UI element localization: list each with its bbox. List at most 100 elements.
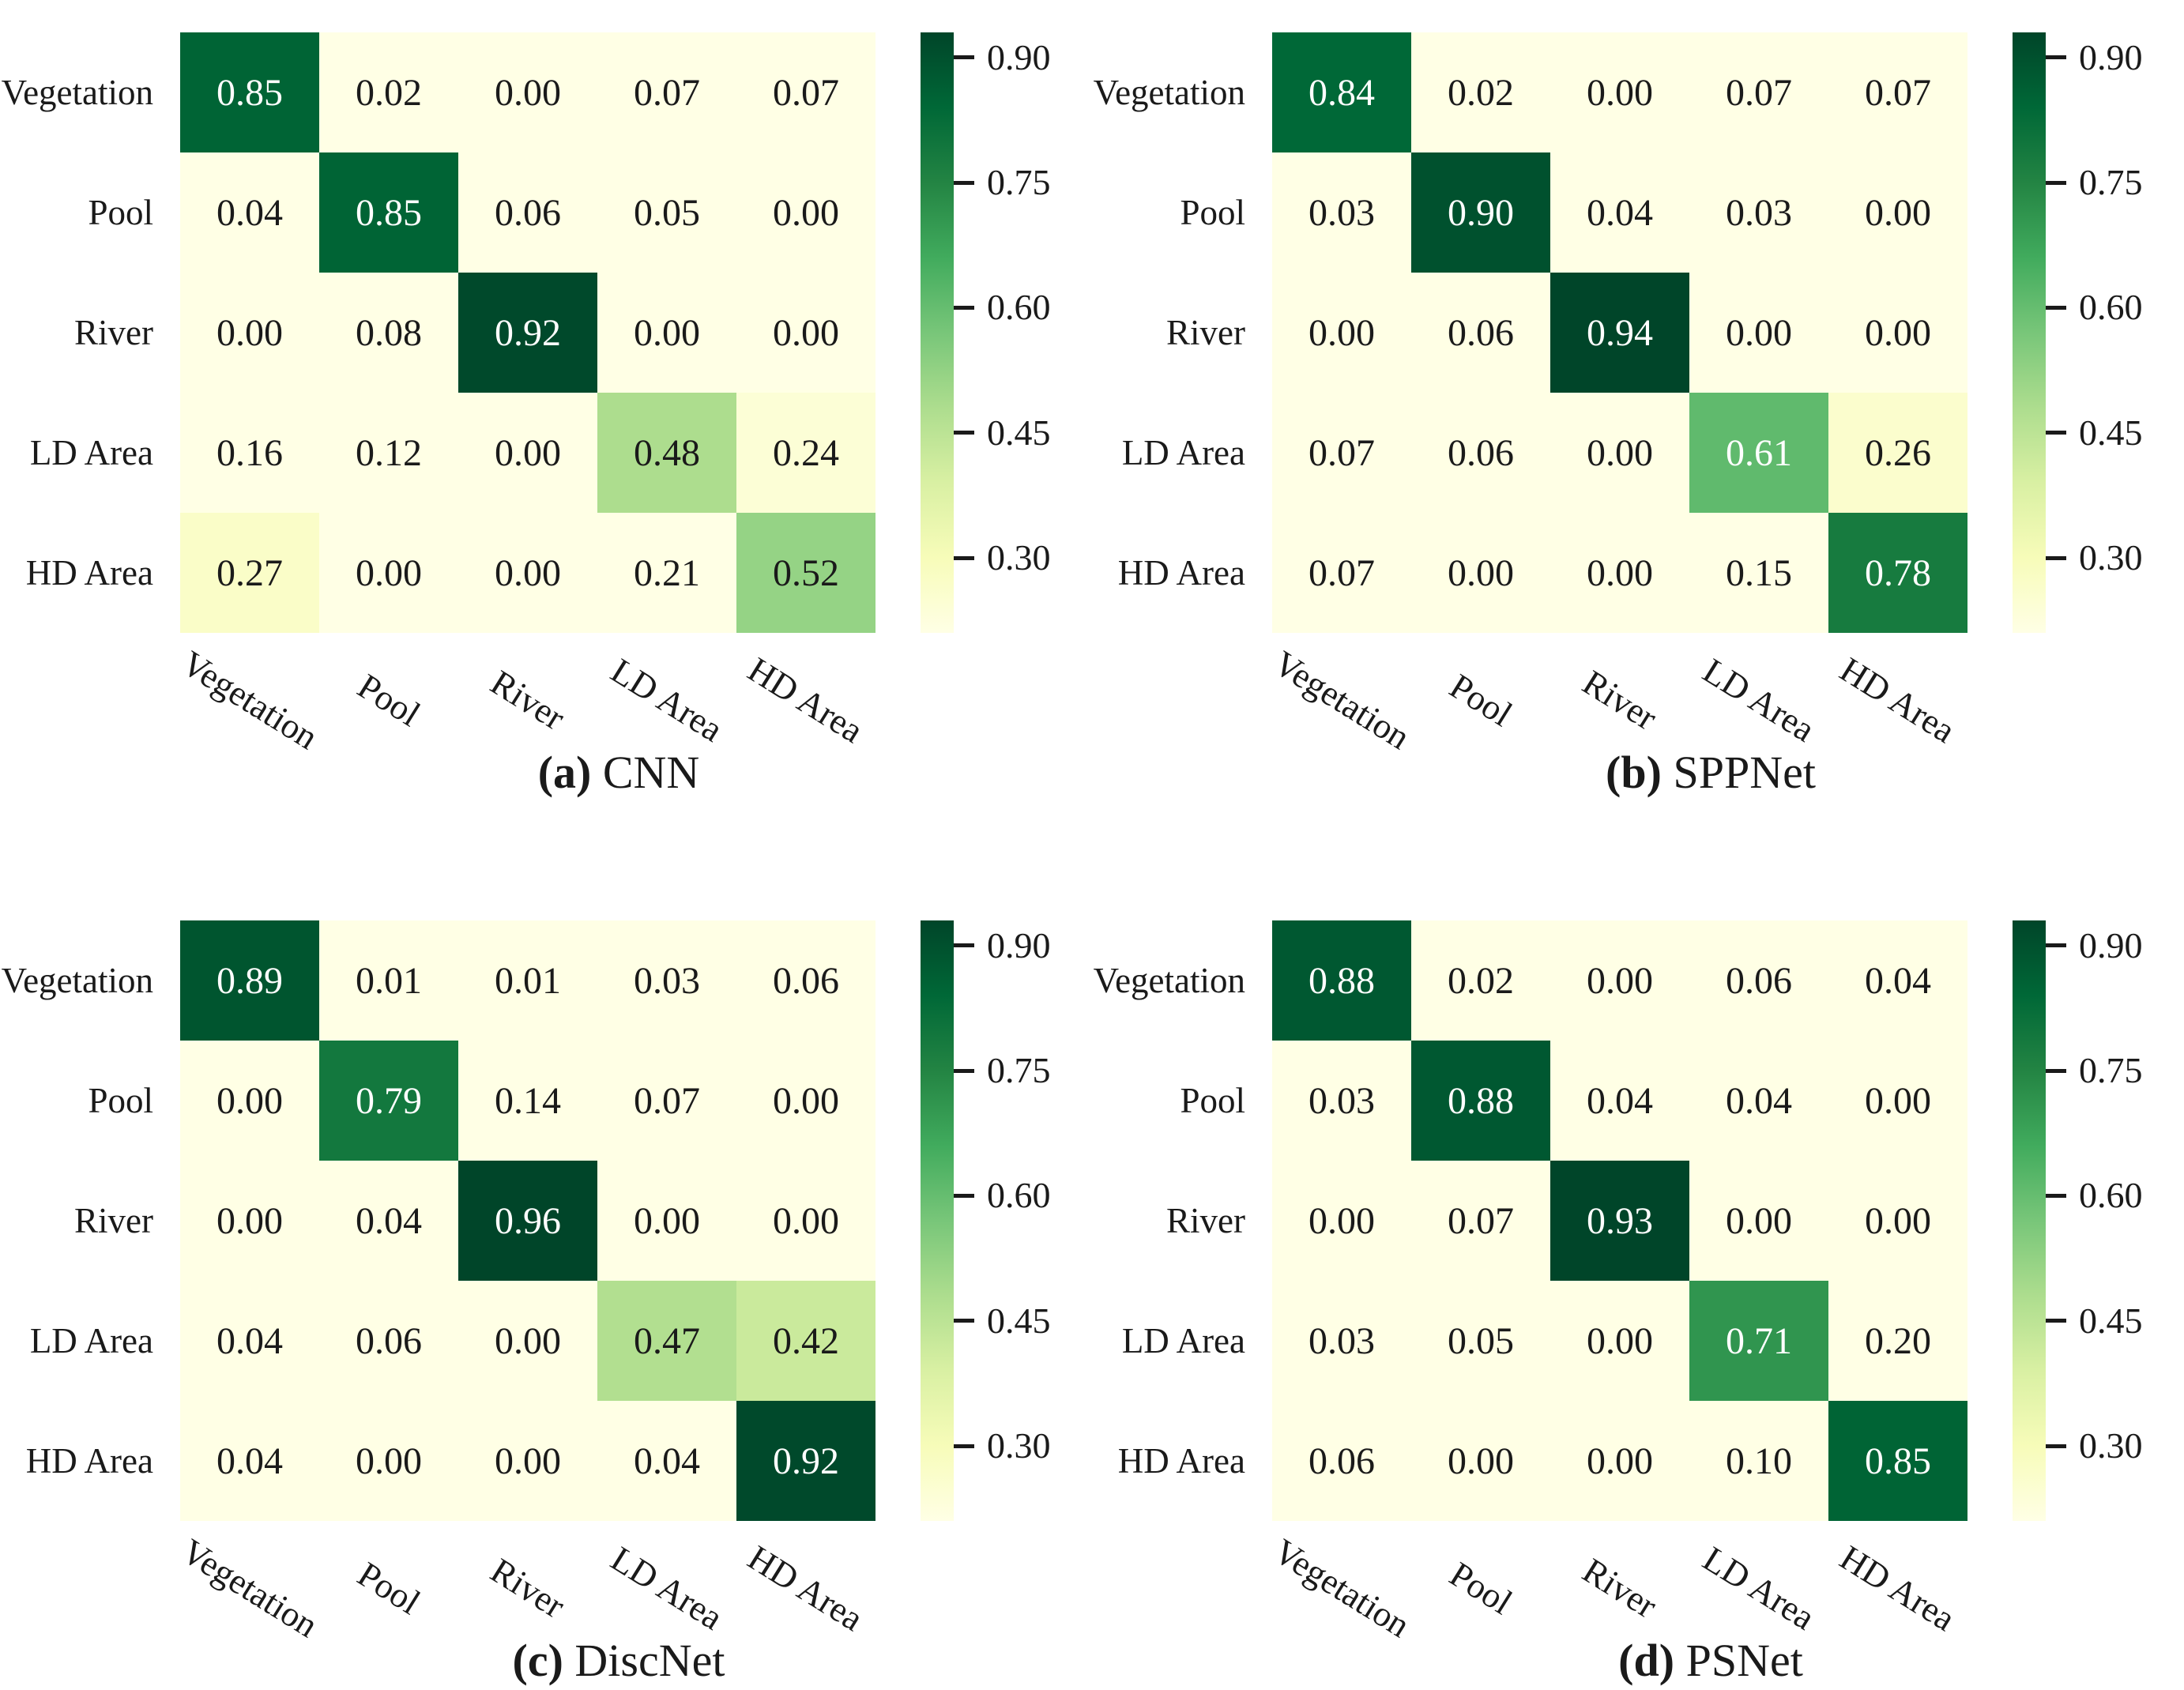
colorbar: 0.90 0.75 0.60 0.45 0.30 bbox=[2013, 32, 2184, 633]
col-label: HD Area bbox=[1833, 649, 1963, 751]
heatmap-cell: 0.00 bbox=[597, 1161, 736, 1281]
row-label: Vegetation bbox=[1093, 961, 1245, 1000]
col-label: Vegetation bbox=[175, 642, 325, 758]
caption-tag: (b) bbox=[1606, 747, 1662, 798]
col-label: LD Area bbox=[1696, 650, 1822, 750]
heatmap-cell: 0.47 bbox=[597, 1281, 736, 1401]
heatmap-cell: 0.00 bbox=[458, 393, 597, 513]
heatmap-cell: 0.03 bbox=[1272, 1041, 1411, 1161]
colorbar-tick-mark bbox=[2046, 943, 2066, 948]
heatmap-cell: 0.00 bbox=[736, 152, 875, 273]
heatmap-cell: 0.07 bbox=[1411, 1161, 1550, 1281]
colorbar-tick-mark bbox=[2046, 1319, 2066, 1323]
col-label: Pool bbox=[350, 665, 427, 735]
heatmap-cell: 0.24 bbox=[736, 393, 875, 513]
heatmap-cell: 0.00 bbox=[597, 273, 736, 393]
row-label: HD Area bbox=[25, 1441, 153, 1481]
colorbar-tick-label: 0.75 bbox=[2079, 1050, 2143, 1090]
colorbar-tick-label: 0.90 bbox=[987, 924, 1051, 965]
colorbar-tick-label: 0.75 bbox=[987, 162, 1051, 202]
heatmap-cell: 0.42 bbox=[736, 1281, 875, 1401]
heatmap-cell: 0.85 bbox=[180, 32, 319, 152]
heatmap-cell: 0.06 bbox=[458, 152, 597, 273]
heatmap-cell: 0.00 bbox=[1828, 1161, 1967, 1281]
colorbar-tick-mark bbox=[954, 555, 974, 560]
colorbar-gradient bbox=[921, 32, 954, 633]
heatmap-cell: 0.90 bbox=[1411, 152, 1550, 273]
colorbar-tick-label: 0.60 bbox=[987, 287, 1051, 328]
caption-name: SPPNet bbox=[1673, 747, 1816, 798]
colorbar-tick: 0.90 bbox=[954, 924, 1051, 965]
colorbar-tick-mark bbox=[954, 180, 974, 185]
caption-name: DiscNet bbox=[574, 1635, 725, 1686]
colorbar-tick-label: 0.75 bbox=[2079, 162, 2143, 202]
heatmap-cell: 0.00 bbox=[180, 1041, 319, 1161]
row-label: Pool bbox=[88, 1081, 153, 1120]
row-label: Vegetation bbox=[1, 961, 153, 1000]
colorbar-tick-label: 0.45 bbox=[2079, 1300, 2143, 1341]
heatmap-cell: 0.92 bbox=[458, 273, 597, 393]
colorbar-tick-mark bbox=[954, 431, 974, 435]
colorbar-tick-label: 0.60 bbox=[987, 1175, 1051, 1216]
colorbar-gradient bbox=[2013, 920, 2046, 1521]
heatmap-cell: 0.94 bbox=[1550, 273, 1689, 393]
caption-name: PSNet bbox=[1685, 1635, 1803, 1686]
colorbar-tick-mark bbox=[2046, 1193, 2066, 1198]
colorbar-tick-mark bbox=[2046, 55, 2066, 60]
colorbar-tick: 0.75 bbox=[954, 1052, 1051, 1089]
heatmap-cell: 0.00 bbox=[1828, 1041, 1967, 1161]
row-label: River bbox=[1166, 313, 1245, 352]
heatmap-grid: 0.85 0.02 0.00 0.07 0.07 0.04 0.85 0.06 0.05 0.00… bbox=[180, 32, 875, 633]
heatmap-cell: 0.93 bbox=[1550, 1161, 1689, 1281]
heatmap-cell: 0.00 bbox=[319, 1401, 458, 1521]
heatmap-cell: 0.89 bbox=[180, 920, 319, 1041]
heatmap-cell: 0.02 bbox=[1411, 32, 1550, 152]
heatmap-cell: 0.04 bbox=[180, 1281, 319, 1401]
colorbar-gradient bbox=[921, 920, 954, 1521]
colorbar-tick-mark bbox=[954, 55, 974, 60]
heatmap-grid: 0.88 0.02 0.00 0.06 0.04 0.03 0.88 0.04 0.04 0.00… bbox=[1272, 920, 1967, 1521]
colorbar-tick-label: 0.30 bbox=[987, 537, 1051, 578]
colorbar-tick-mark bbox=[954, 305, 974, 310]
heatmap-cell: 0.00 bbox=[1411, 1401, 1550, 1521]
row-label: River bbox=[74, 1201, 153, 1240]
heatmap-cell: 0.00 bbox=[1550, 1281, 1689, 1401]
heatmap-cell: 0.01 bbox=[458, 920, 597, 1041]
colorbar-tick-label: 0.60 bbox=[2079, 287, 2143, 328]
row-label: LD Area bbox=[29, 1321, 153, 1361]
heatmap-grid: 0.89 0.01 0.01 0.03 0.06 0.00 0.79 0.14 0.07 0.00… bbox=[180, 920, 875, 1521]
colorbar-tick: 0.90 bbox=[2046, 927, 2143, 964]
heatmap-cell: 0.10 bbox=[1689, 1401, 1828, 1521]
heatmap-cell: 0.21 bbox=[597, 513, 736, 633]
heatmap-cell: 0.61 bbox=[1689, 393, 1828, 513]
heatmap-cell: 0.92 bbox=[736, 1401, 875, 1521]
heatmap-cell: 0.00 bbox=[180, 273, 319, 393]
heatmap-cell: 0.01 bbox=[319, 920, 458, 1041]
colorbar-tick-mark bbox=[2046, 305, 2066, 310]
caption: (b) SPPNet bbox=[1272, 746, 2149, 799]
heatmap-cell: 0.00 bbox=[319, 513, 458, 633]
heatmap-cell: 0.00 bbox=[736, 273, 875, 393]
row-label: River bbox=[1166, 1201, 1245, 1240]
colorbar-tick: 0.45 bbox=[954, 414, 1051, 451]
heatmap-cell: 0.84 bbox=[1272, 32, 1411, 152]
col-label: LD Area bbox=[604, 650, 730, 750]
col-label: Vegetation bbox=[1267, 642, 1417, 758]
colorbar-tick-mark bbox=[954, 1319, 974, 1323]
col-label: River bbox=[1576, 1550, 1664, 1626]
colorbar-tick-mark bbox=[2046, 1068, 2066, 1073]
heatmap-cell: 0.00 bbox=[736, 1161, 875, 1281]
colorbar-tick: 0.60 bbox=[2046, 289, 2143, 326]
heatmap-cell: 0.07 bbox=[597, 32, 736, 152]
colorbar-tick: 0.60 bbox=[2046, 1177, 2143, 1214]
heatmap-cell: 0.06 bbox=[1411, 273, 1550, 393]
heatmap-cell: 0.04 bbox=[1689, 1041, 1828, 1161]
panel-sppnet: Vegetation Pool River LD Area HD Area 0.84 0.… bbox=[1092, 0, 2184, 802]
row-label: HD Area bbox=[1117, 1441, 1245, 1481]
row-label: LD Area bbox=[1121, 433, 1245, 472]
panel-psnet: Vegetation Pool River LD Area HD Area 0.88 0.… bbox=[1092, 888, 2184, 1690]
y-axis-labels: Vegetation Pool River LD Area HD Area bbox=[0, 920, 168, 1521]
heatmap-cell: 0.00 bbox=[1272, 1161, 1411, 1281]
heatmap-cell: 0.00 bbox=[736, 1041, 875, 1161]
heatmap-cell: 0.07 bbox=[1272, 393, 1411, 513]
